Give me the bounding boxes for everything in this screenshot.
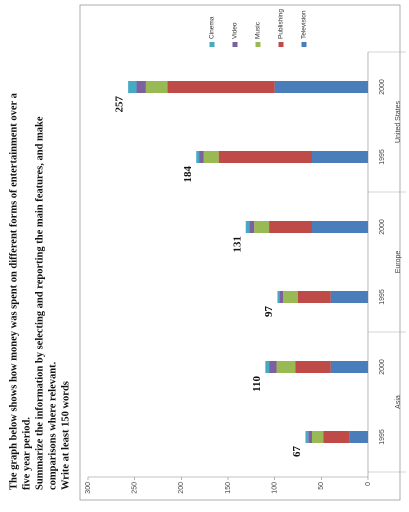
bar-segment <box>330 361 368 373</box>
x-tick-label: 2000 <box>379 79 386 95</box>
group-label: United States <box>395 100 402 143</box>
bar-segment <box>145 81 168 93</box>
legend-label: Music <box>255 21 262 39</box>
legend-swatch <box>301 42 307 47</box>
bar-segment <box>269 221 313 233</box>
bar-segment <box>312 221 368 233</box>
x-tick-label: 1995 <box>379 289 386 305</box>
y-tick-label: 50 <box>318 482 325 490</box>
bar-segment <box>298 291 331 303</box>
total-label: 184 <box>182 166 194 183</box>
total-label: 257 <box>114 96 126 113</box>
group-label: Asia <box>395 395 402 409</box>
bar-segment <box>254 221 270 233</box>
bar-segment <box>277 291 280 303</box>
rotated-page: The graph below shows how money was spen… <box>8 4 406 501</box>
bar-segment <box>136 81 146 93</box>
y-tick-label: 100 <box>272 482 279 494</box>
y-tick-label: 250 <box>132 482 139 494</box>
y-tick-label: 0 <box>365 482 372 486</box>
bar-segment <box>283 291 299 303</box>
bar-segment <box>295 361 331 373</box>
legend-label: Video <box>232 22 239 39</box>
prompt-line: The graph below shows how money was spen… <box>8 92 19 490</box>
bar-segment <box>330 291 368 303</box>
bar-segment <box>199 151 204 163</box>
total-label: 110 <box>251 376 263 392</box>
legend-swatch <box>209 42 215 47</box>
x-tick-label: 1995 <box>379 429 386 445</box>
total-label: 131 <box>231 236 243 253</box>
bar-segment <box>245 221 250 233</box>
x-tick-label: 2000 <box>379 219 386 235</box>
bar-segment <box>128 81 137 93</box>
bar-segment <box>308 431 312 443</box>
prompt-line: Write at least 150 words <box>60 381 71 490</box>
bar-segment <box>305 431 309 443</box>
legend-label: Cinema <box>209 16 216 39</box>
bar-segment <box>196 151 200 163</box>
legend-label: Publishing <box>278 9 285 39</box>
total-label: 97 <box>263 306 275 318</box>
bar-segment <box>203 151 219 163</box>
bar-segment <box>276 361 296 373</box>
legend-swatch <box>255 42 261 47</box>
prompt-line: five year period. <box>21 417 32 490</box>
bar-segment <box>323 431 350 443</box>
bar-segment <box>265 361 270 373</box>
bar-segment <box>218 151 313 163</box>
x-tick-label: 2000 <box>379 359 386 375</box>
bar-segment <box>269 361 277 373</box>
y-tick-label: 150 <box>225 482 232 494</box>
total-label: 67 <box>291 446 303 458</box>
x-tick-label: 1995 <box>379 149 386 165</box>
prompt-line: Summarize the information by selecting a… <box>34 116 45 490</box>
y-tick-label: 200 <box>178 482 185 494</box>
legend-swatch <box>232 42 238 47</box>
bar-segment <box>349 431 369 443</box>
y-tick-label: 300 <box>85 482 92 494</box>
chart-frame <box>79 4 401 501</box>
bar-segment <box>312 151 368 163</box>
legend-label: Television <box>301 10 308 39</box>
bar-segment <box>274 81 368 93</box>
prompt-line: comparisons where relevant. <box>47 361 58 490</box>
legend-swatch <box>278 42 284 47</box>
bar-segment <box>249 221 255 233</box>
bar-segment <box>279 291 284 303</box>
bar-segment <box>167 81 275 93</box>
bar-segment <box>312 431 324 443</box>
group-label: Europe <box>395 251 402 274</box>
